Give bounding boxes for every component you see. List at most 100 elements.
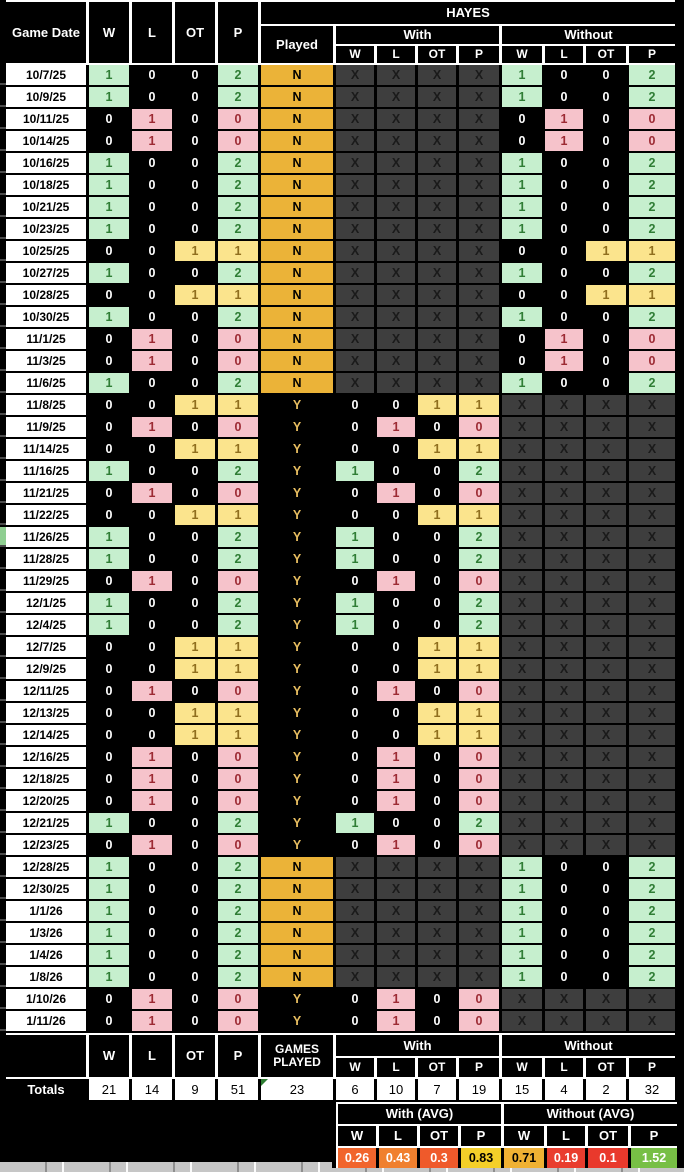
total-w[interactable]: 21: [89, 1079, 129, 1102]
game-date-cell[interactable]: 12/28/25: [6, 857, 86, 879]
avg-with-value-p[interactable]: 0.83: [461, 1148, 501, 1168]
cell-with-l[interactable]: X: [377, 175, 415, 197]
cell-p[interactable]: 2: [218, 197, 258, 219]
cell-with-l[interactable]: X: [377, 87, 415, 109]
cell-w[interactable]: 1: [89, 879, 129, 901]
cell-with-p[interactable]: 0: [459, 571, 499, 593]
cell-ot[interactable]: 0: [175, 351, 215, 373]
cell-ot[interactable]: 0: [175, 549, 215, 571]
cell-with-l[interactable]: 0: [377, 549, 415, 571]
cell-without-w[interactable]: 1: [502, 175, 542, 197]
cell-without-w[interactable]: X: [502, 637, 542, 659]
cell-without-p[interactable]: 0: [629, 329, 675, 351]
cell-played[interactable]: N: [261, 219, 333, 241]
cell-with-l[interactable]: 0: [377, 615, 415, 637]
cell-with-l[interactable]: 1: [377, 571, 415, 593]
cell-l[interactable]: 0: [132, 901, 172, 923]
cell-with-p[interactable]: 0: [459, 769, 499, 791]
cell-without-w[interactable]: 1: [502, 197, 542, 219]
cell-w[interactable]: 0: [89, 571, 129, 593]
cell-without-l[interactable]: 0: [545, 153, 583, 175]
totals-with-ot[interactable]: OT: [418, 1058, 456, 1077]
cell-with-w[interactable]: X: [336, 945, 374, 967]
avg-without-value-l[interactable]: 0.19: [547, 1148, 585, 1168]
cell-with-l[interactable]: X: [377, 65, 415, 87]
cell-ot[interactable]: 0: [175, 747, 215, 769]
cell-l[interactable]: 1: [132, 351, 172, 373]
cell-with-w[interactable]: X: [336, 373, 374, 395]
cell-with-w[interactable]: X: [336, 923, 374, 945]
cell-with-w[interactable]: 0: [336, 835, 374, 857]
cell-without-w[interactable]: 1: [502, 87, 542, 109]
cell-ot[interactable]: 0: [175, 417, 215, 439]
cell-without-w[interactable]: 0: [502, 241, 542, 263]
game-date-cell[interactable]: 1/10/26: [6, 989, 86, 1011]
total-with-ot[interactable]: 7: [418, 1079, 456, 1102]
cell-with-w[interactable]: 0: [336, 769, 374, 791]
cell-l[interactable]: 1: [132, 1011, 172, 1033]
cell-with-ot[interactable]: 0: [418, 549, 456, 571]
cell-with-w[interactable]: X: [336, 879, 374, 901]
cell-with-ot[interactable]: X: [418, 87, 456, 109]
cell-without-p[interactable]: 2: [629, 153, 675, 175]
cell-with-w[interactable]: 1: [336, 527, 374, 549]
cell-ot[interactable]: 0: [175, 373, 215, 395]
avg-with-value-ot[interactable]: 0.3: [420, 1148, 458, 1168]
cell-w[interactable]: 1: [89, 967, 129, 989]
cell-ot[interactable]: 0: [175, 769, 215, 791]
cell-ot[interactable]: 0: [175, 1011, 215, 1033]
cell-ot[interactable]: 0: [175, 197, 215, 219]
cell-with-w[interactable]: X: [336, 241, 374, 263]
cell-without-p[interactable]: X: [629, 989, 675, 1011]
cell-with-l[interactable]: X: [377, 109, 415, 131]
cell-ot[interactable]: 1: [175, 395, 215, 417]
cell-without-ot[interactable]: 0: [586, 219, 626, 241]
cell-l[interactable]: 0: [132, 461, 172, 483]
total-without-l[interactable]: 4: [545, 1079, 583, 1102]
cell-with-p[interactable]: X: [459, 923, 499, 945]
cell-w[interactable]: 0: [89, 439, 129, 461]
cell-l[interactable]: 0: [132, 879, 172, 901]
cell-without-p[interactable]: 2: [629, 857, 675, 879]
cell-p[interactable]: 0: [218, 351, 258, 373]
cell-p[interactable]: 2: [218, 307, 258, 329]
cell-with-ot[interactable]: 0: [418, 835, 456, 857]
cell-with-l[interactable]: 1: [377, 747, 415, 769]
cell-without-ot[interactable]: X: [586, 527, 626, 549]
cell-without-p[interactable]: 1: [629, 285, 675, 307]
cell-without-w[interactable]: X: [502, 747, 542, 769]
cell-w[interactable]: 1: [89, 813, 129, 835]
cell-w[interactable]: 1: [89, 945, 129, 967]
cell-without-ot[interactable]: X: [586, 637, 626, 659]
cell-without-p[interactable]: 2: [629, 967, 675, 989]
cell-l[interactable]: 0: [132, 923, 172, 945]
cell-with-p[interactable]: X: [459, 109, 499, 131]
cell-without-w[interactable]: 1: [502, 263, 542, 285]
cell-with-l[interactable]: 1: [377, 769, 415, 791]
cell-w[interactable]: 1: [89, 65, 129, 87]
cell-without-p[interactable]: X: [629, 835, 675, 857]
cell-with-w[interactable]: X: [336, 901, 374, 923]
cell-with-p[interactable]: 2: [459, 813, 499, 835]
cell-with-l[interactable]: 0: [377, 527, 415, 549]
cell-without-w[interactable]: X: [502, 791, 542, 813]
cell-played[interactable]: N: [261, 197, 333, 219]
cell-w[interactable]: 0: [89, 835, 129, 857]
col-header-game-date[interactable]: Game Date: [6, 2, 86, 63]
cell-l[interactable]: 0: [132, 857, 172, 879]
col-header-without-ot[interactable]: OT: [586, 46, 626, 63]
cell-with-w[interactable]: X: [336, 351, 374, 373]
cell-ot[interactable]: 0: [175, 131, 215, 153]
cell-played[interactable]: Y: [261, 659, 333, 681]
cell-l[interactable]: 1: [132, 747, 172, 769]
cell-without-l[interactable]: X: [545, 505, 583, 527]
totals-without-w[interactable]: W: [502, 1058, 542, 1077]
cell-w[interactable]: 0: [89, 681, 129, 703]
cell-without-l[interactable]: 0: [545, 307, 583, 329]
cell-without-p[interactable]: 2: [629, 197, 675, 219]
cell-played[interactable]: N: [261, 65, 333, 87]
cell-without-ot[interactable]: 1: [586, 241, 626, 263]
cell-without-ot[interactable]: 0: [586, 175, 626, 197]
cell-without-l[interactable]: 0: [545, 967, 583, 989]
cell-l[interactable]: 0: [132, 615, 172, 637]
